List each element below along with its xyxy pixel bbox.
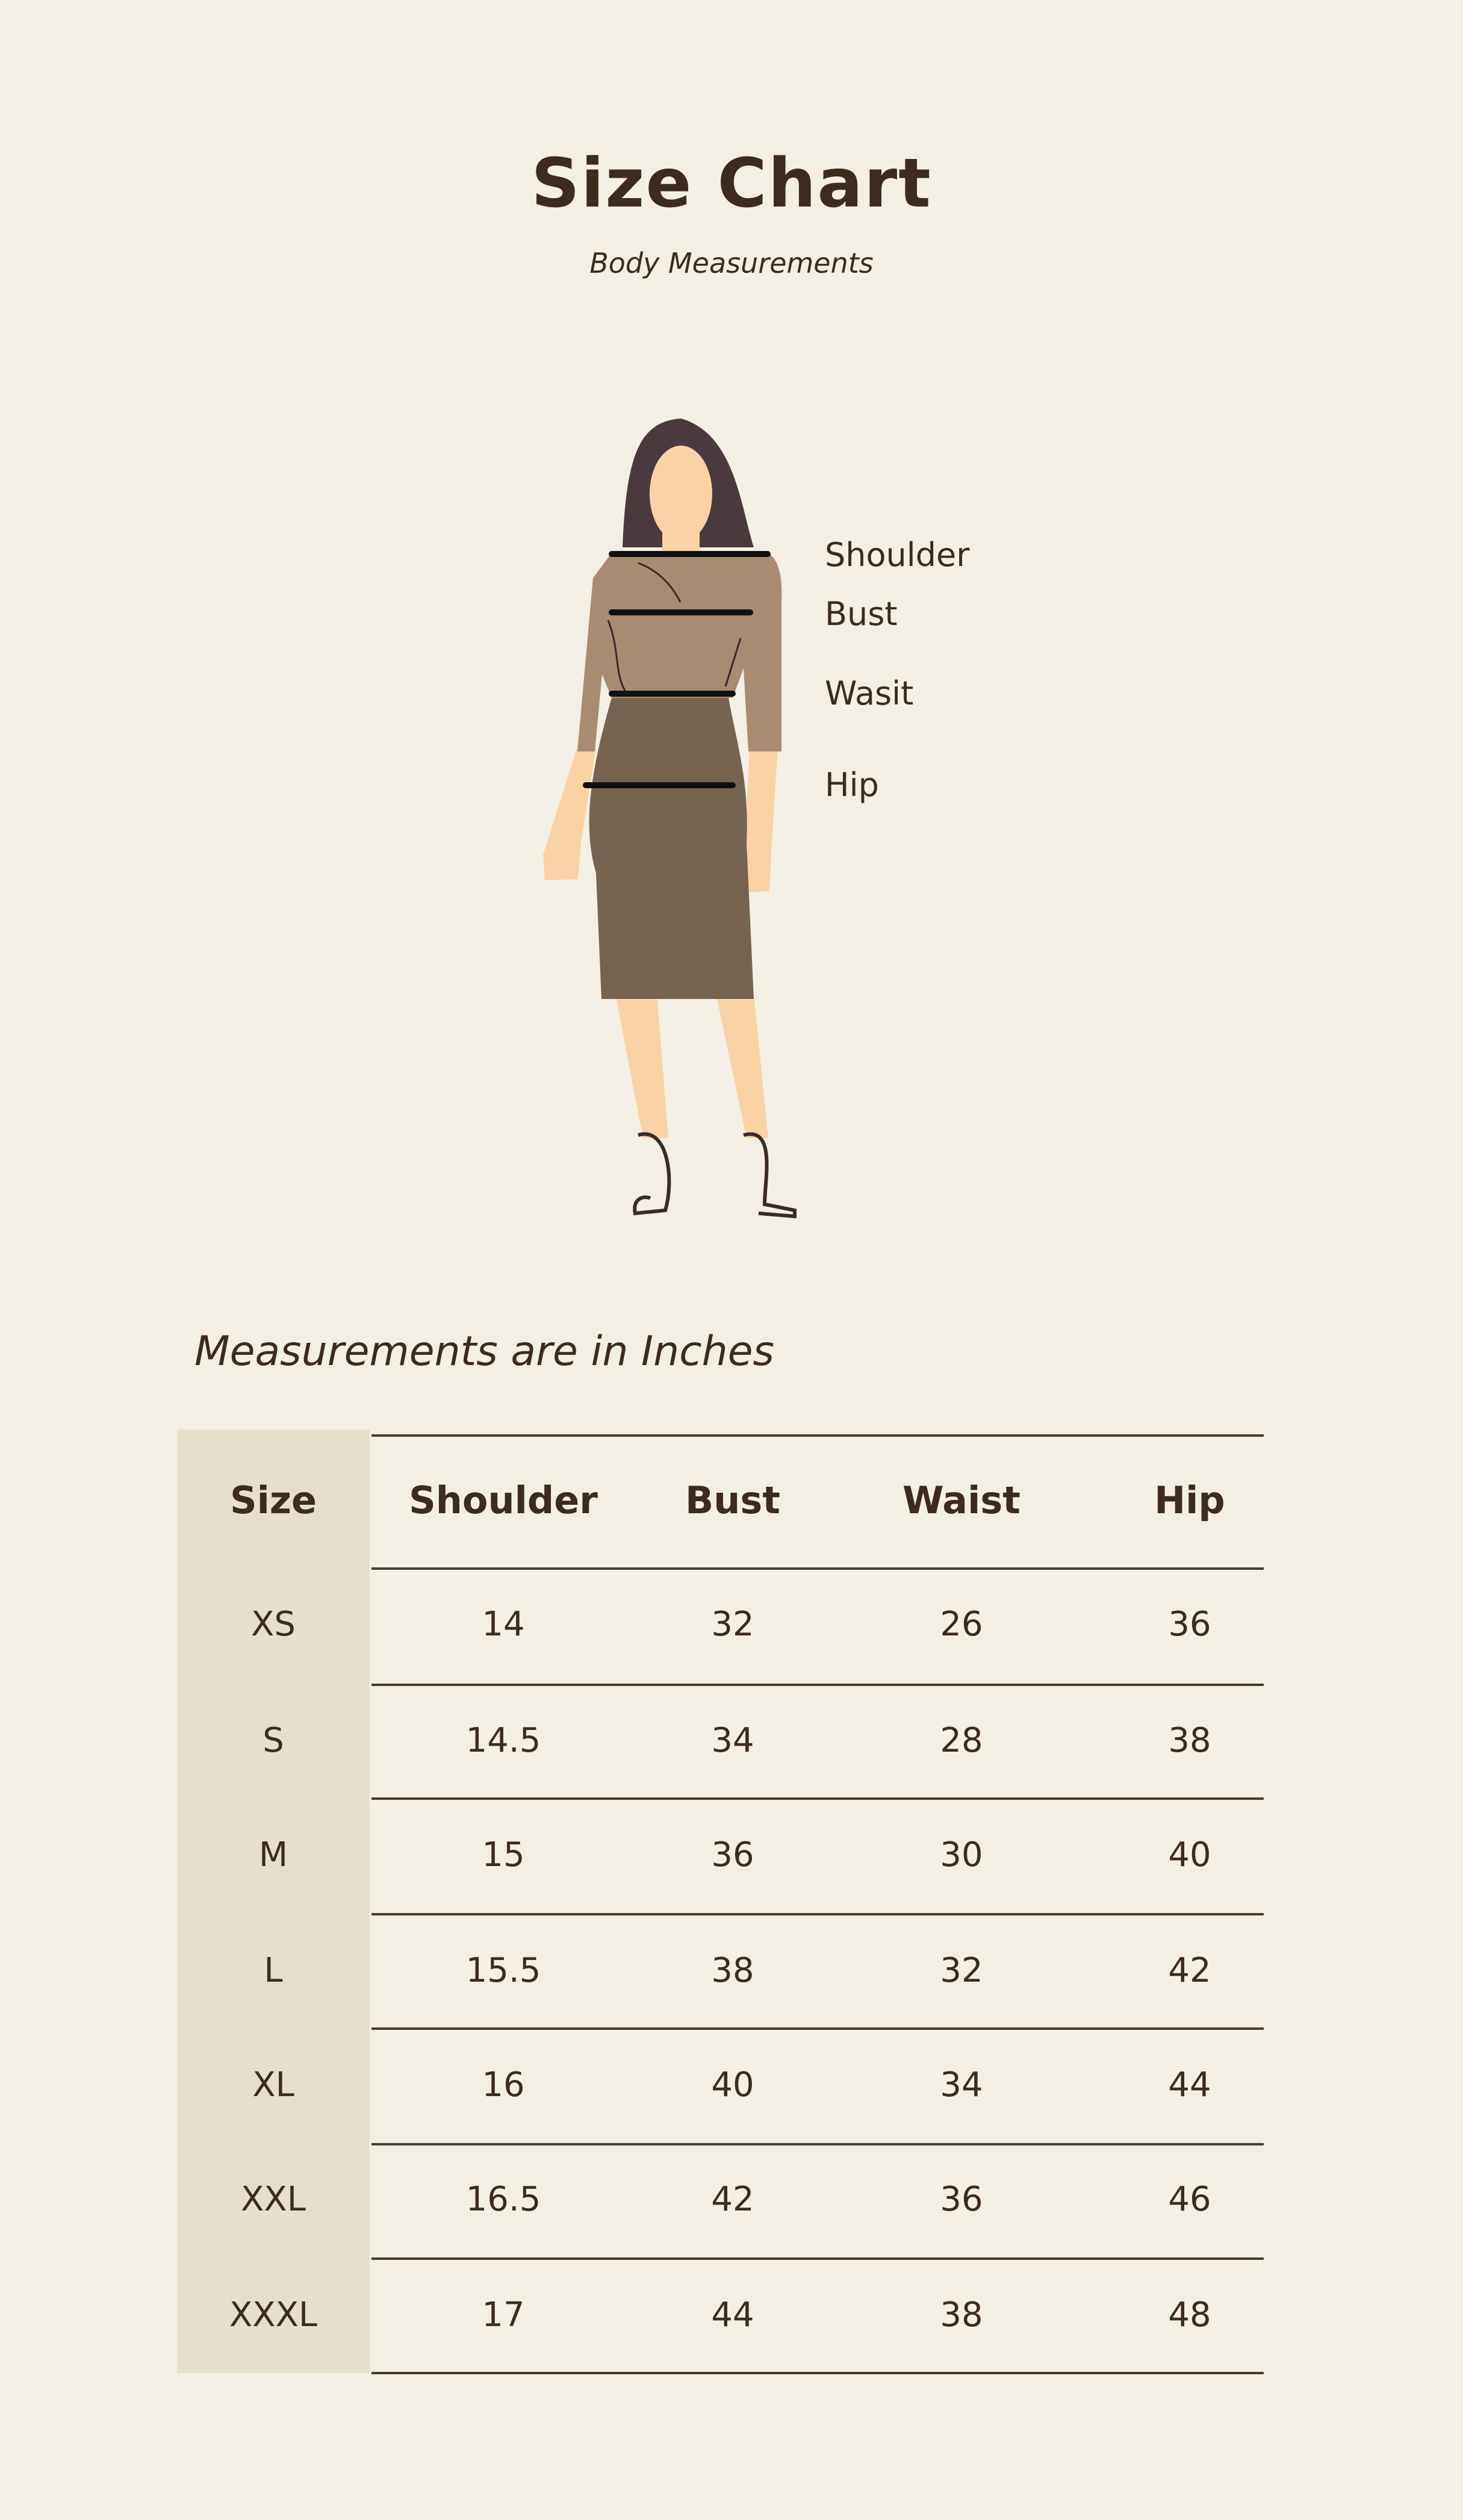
table-divider (371, 1797, 1264, 1800)
cell-shoulder: 15 (482, 1835, 525, 1874)
cell-shoulder: 16 (482, 2065, 525, 2105)
blouse-shape (577, 553, 782, 751)
table-divider (371, 2027, 1264, 2030)
cell-size: XXL (241, 2180, 306, 2219)
cell-hip: 44 (1168, 2065, 1211, 2105)
left-arm (543, 747, 596, 880)
cell-hip: 40 (1168, 1835, 1211, 1874)
cell-hip: 46 (1168, 2180, 1211, 2219)
cell-bust: 34 (711, 1721, 754, 1760)
cell-waist: 30 (940, 1835, 983, 1874)
cell-size: M (258, 1835, 288, 1874)
cell-hip: 36 (1168, 1605, 1211, 1644)
table-divider (371, 2372, 1264, 2374)
cell-size: XS (251, 1605, 296, 1644)
label-bust: Bust (825, 595, 898, 633)
cell-shoulder: 14 (482, 1605, 525, 1644)
skirt-shape (589, 698, 754, 999)
table-divider (371, 1913, 1264, 1915)
cell-waist: 36 (940, 2180, 983, 2219)
table-divider (371, 1434, 1264, 1437)
units-note: Measurements are in Inches (194, 1328, 774, 1375)
cell-bust: 32 (711, 1605, 754, 1644)
cell-shoulder: 15.5 (465, 1951, 541, 1990)
label-hip: Hip (825, 766, 879, 804)
cell-waist: 34 (940, 2065, 983, 2105)
cell-hip: 48 (1168, 2295, 1211, 2335)
face-shape (650, 446, 712, 542)
cell-shoulder: 17 (482, 2295, 525, 2335)
left-shoe (633, 1132, 671, 1216)
table-divider (371, 2143, 1264, 2145)
cell-waist: 32 (940, 1951, 983, 1990)
cell-waist: 26 (940, 1605, 983, 1644)
table-divider (371, 2257, 1264, 2260)
cell-hip: 42 (1168, 1951, 1211, 1990)
cell-size: L (264, 1951, 283, 1990)
left-leg (615, 994, 668, 1138)
page-title: Size Chart (531, 145, 932, 223)
cell-bust: 40 (711, 2065, 754, 2105)
column-header-bust: Bust (685, 1478, 780, 1522)
size-column-background (177, 1430, 370, 2373)
body-figure-illustration (543, 418, 797, 1219)
label-waist: Wasit (825, 674, 914, 712)
right-leg (716, 994, 768, 1138)
page-subtitle: Body Measurements (589, 247, 874, 279)
cell-shoulder: 14.5 (465, 1721, 541, 1760)
right-arm (744, 747, 778, 892)
cell-shoulder: 16.5 (465, 2180, 541, 2219)
label-shoulder: Shoulder (825, 536, 970, 574)
column-header-hip: Hip (1154, 1478, 1225, 1522)
cell-size: XXXL (229, 2295, 318, 2335)
cell-bust: 42 (711, 2180, 754, 2219)
cell-waist: 28 (940, 1721, 983, 1760)
column-header-shoulder: Shoulder (409, 1478, 598, 1522)
cell-size: XL (252, 2065, 294, 2105)
cell-bust: 38 (711, 1951, 754, 1990)
table-divider (371, 1684, 1264, 1686)
cell-size: S (262, 1721, 284, 1760)
cell-waist: 38 (940, 2295, 983, 2335)
cell-hip: 38 (1168, 1721, 1211, 1760)
cell-bust: 44 (711, 2295, 754, 2335)
column-header-waist: Waist (902, 1478, 1020, 1522)
right-shoe (743, 1132, 797, 1219)
column-header-size: Size (229, 1478, 317, 1522)
cell-bust: 36 (711, 1835, 754, 1874)
table-divider (371, 1567, 1264, 1570)
